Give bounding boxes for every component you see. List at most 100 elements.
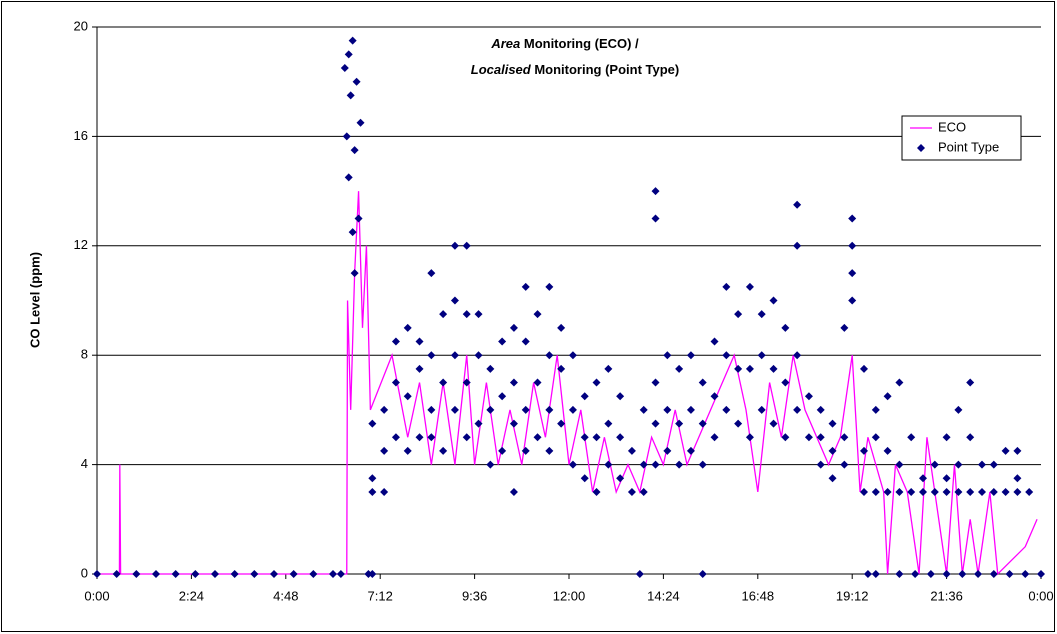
point xyxy=(152,570,160,578)
point xyxy=(509,323,518,332)
point xyxy=(346,91,355,100)
point xyxy=(486,460,495,469)
point xyxy=(509,378,518,387)
point xyxy=(698,460,707,469)
point xyxy=(663,446,672,455)
point xyxy=(793,405,802,414)
point xyxy=(462,241,471,250)
point xyxy=(804,392,813,401)
x-tick-label: 0:00 xyxy=(84,588,109,603)
point xyxy=(745,282,754,291)
point xyxy=(848,241,857,250)
point xyxy=(403,392,412,401)
point xyxy=(380,446,389,455)
point xyxy=(427,351,436,360)
point xyxy=(627,446,636,455)
point xyxy=(604,419,613,428)
legend-label: ECO xyxy=(938,119,966,134)
point xyxy=(352,77,361,86)
point xyxy=(895,460,904,469)
point xyxy=(354,214,363,223)
point xyxy=(557,419,566,428)
title-text: Monitoring (Point Type) xyxy=(534,62,679,77)
point xyxy=(1021,570,1030,578)
x-tick-label: 16:48 xyxy=(742,588,775,603)
point xyxy=(450,241,459,250)
y-tick-label: 4 xyxy=(81,456,88,471)
point xyxy=(639,487,648,496)
point xyxy=(651,419,660,428)
point xyxy=(871,405,880,414)
point xyxy=(698,419,707,428)
point xyxy=(616,433,625,442)
point xyxy=(848,214,857,223)
point xyxy=(592,433,601,442)
point xyxy=(974,570,983,578)
point xyxy=(895,378,904,387)
point xyxy=(828,419,837,428)
point xyxy=(651,187,660,196)
point xyxy=(639,405,648,414)
x-tick-label: 4:48 xyxy=(273,588,298,603)
point xyxy=(710,337,719,346)
point xyxy=(348,228,357,237)
point xyxy=(450,405,459,414)
point xyxy=(757,310,766,319)
point xyxy=(592,487,601,496)
point xyxy=(112,570,121,578)
point xyxy=(340,64,349,73)
point xyxy=(871,433,880,442)
point xyxy=(342,132,351,141)
point xyxy=(616,474,625,483)
point xyxy=(942,487,951,496)
point xyxy=(1013,446,1022,455)
point xyxy=(848,269,857,278)
point xyxy=(391,433,400,442)
point xyxy=(498,392,507,401)
point xyxy=(840,323,849,332)
title-text: Monitoring (ECO) / xyxy=(524,36,639,51)
point xyxy=(356,118,365,127)
point xyxy=(698,570,707,578)
legend-marker xyxy=(917,144,925,152)
point xyxy=(942,474,951,483)
point xyxy=(895,570,904,578)
point xyxy=(580,392,589,401)
point xyxy=(450,296,459,305)
point xyxy=(348,36,357,45)
point xyxy=(557,364,566,373)
point xyxy=(781,323,790,332)
point xyxy=(757,351,766,360)
point xyxy=(793,241,802,250)
point xyxy=(651,378,660,387)
point xyxy=(450,351,459,360)
point xyxy=(883,446,892,455)
point xyxy=(462,310,471,319)
point xyxy=(568,351,577,360)
point xyxy=(978,460,986,469)
point xyxy=(289,570,298,578)
eco-line xyxy=(97,191,1038,576)
point xyxy=(1025,487,1034,496)
point xyxy=(1013,487,1022,496)
point xyxy=(769,419,778,428)
point xyxy=(521,337,530,346)
point xyxy=(816,433,825,442)
point xyxy=(533,310,542,319)
point xyxy=(486,405,495,414)
point xyxy=(509,487,518,496)
point xyxy=(989,487,998,496)
point xyxy=(568,460,577,469)
point xyxy=(474,419,483,428)
point xyxy=(368,474,377,483)
point xyxy=(557,323,566,332)
point xyxy=(686,405,695,414)
point xyxy=(211,570,219,578)
point xyxy=(439,378,448,387)
point xyxy=(329,570,337,578)
point xyxy=(368,570,377,578)
point xyxy=(919,474,927,483)
title-italic: Localised xyxy=(471,62,532,77)
